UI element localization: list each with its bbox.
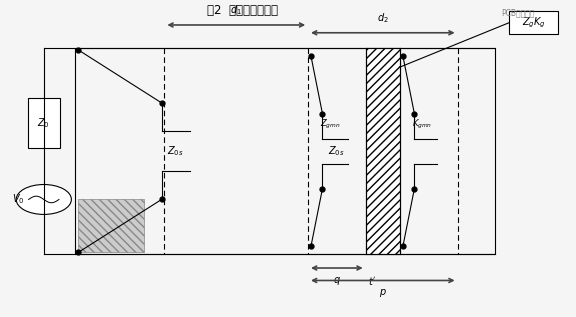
Text: $q$: $q$ (333, 275, 341, 287)
Text: $Z_{gmn}$: $Z_{gmn}$ (320, 118, 340, 131)
Bar (28, 98, 60, 148)
Text: $t'$: $t'$ (369, 275, 377, 287)
Circle shape (16, 184, 71, 214)
Text: $V_0$: $V_0$ (12, 192, 25, 206)
Bar (509, 11, 558, 34)
Text: 图2  传输线等效模型: 图2 传输线等效模型 (207, 4, 278, 17)
Text: $Z_0$: $Z_0$ (37, 116, 50, 130)
Text: $Z_gK_g$: $Z_gK_g$ (522, 16, 545, 30)
Text: $d_2$: $d_2$ (377, 11, 389, 25)
Text: $p$: $p$ (379, 287, 386, 299)
Text: PCB工艺技术: PCB工艺技术 (501, 8, 535, 17)
Text: $Z_{0s}$: $Z_{0s}$ (168, 144, 184, 158)
Text: $Z_{0s}$: $Z_{0s}$ (328, 144, 345, 158)
Bar (75, 49, 495, 254)
Bar (78, 199, 145, 252)
Text: $K_{gmn}$: $K_{gmn}$ (411, 118, 432, 131)
Text: $d_1$: $d_1$ (230, 3, 242, 17)
Bar (366, 49, 400, 254)
